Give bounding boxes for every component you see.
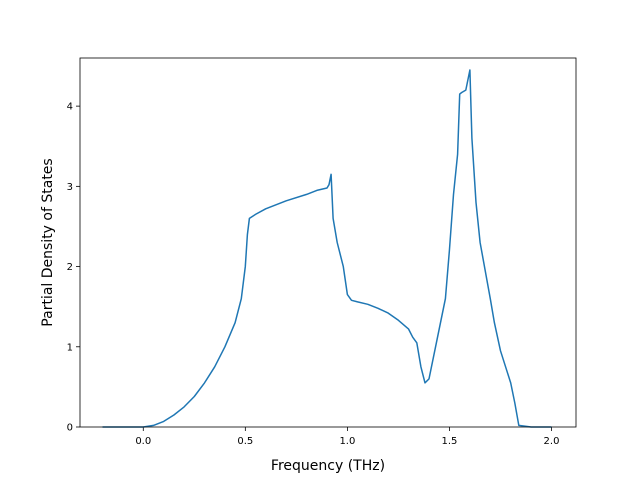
pdos-series-line [102, 69, 552, 428]
x-tick-label: 2.0 [544, 436, 560, 447]
y-tick-label: 1 [67, 342, 73, 353]
y-tick-label: 2 [67, 262, 73, 273]
y-axis-ticks: 0 1 2 3 4 [67, 102, 80, 434]
plot-frame [79, 57, 577, 428]
y-axis-label: Partial Density of States [40, 158, 56, 326]
y-tick-label: 0 [67, 423, 73, 434]
plot-area [80, 58, 576, 427]
x-tick-label: 1.0 [339, 436, 355, 447]
x-axis-ticks: 0.0 0.5 1.0 1.5 2.0 [135, 427, 559, 447]
x-tick-label: 1.5 [441, 436, 457, 447]
y-tick-label: 3 [67, 182, 73, 193]
x-tick-label: 0.0 [135, 436, 151, 447]
y-tick-label: 4 [67, 102, 73, 113]
x-axis-label: Frequency (THz) [271, 458, 385, 474]
x-tick-label: 0.5 [237, 436, 253, 447]
